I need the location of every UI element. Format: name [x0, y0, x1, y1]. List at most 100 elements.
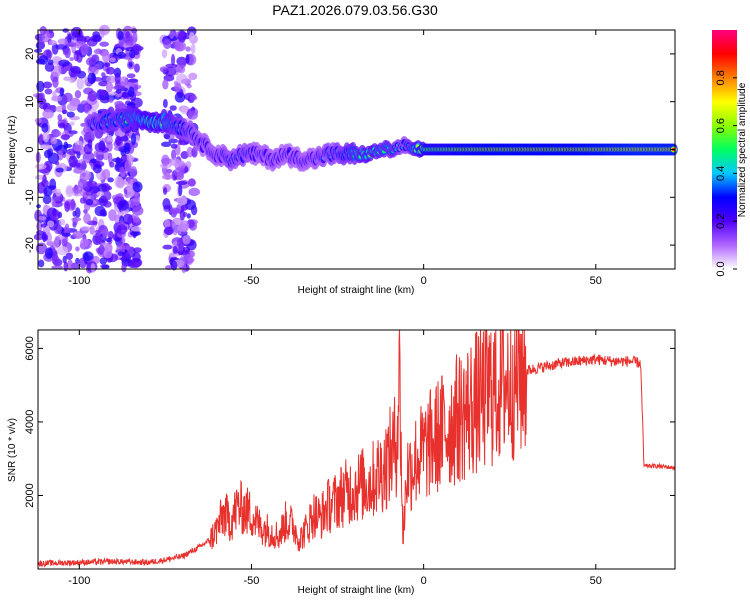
- spectrogram-noise-cell: [94, 205, 106, 217]
- spectrogram-noise-cell: [134, 63, 140, 73]
- spectrogram-noise-cell: [132, 43, 142, 52]
- spectrogram-noise-cell: [130, 226, 142, 232]
- spectrogram-noise-cell: [75, 246, 80, 252]
- spectrogram-noise-cell: [94, 142, 106, 153]
- spectrogram-noise-cell: [129, 166, 138, 178]
- spectrogram-noise-cell: [83, 213, 91, 224]
- spectrogram-noise-cell: [49, 39, 57, 46]
- spectrogram-noise-cell: [162, 79, 169, 90]
- spectrogram-noise-cell: [117, 200, 129, 211]
- spectrogram-noise-cell: [68, 78, 76, 84]
- spectrogram-noise-cell: [126, 186, 135, 198]
- spectrogram-noise-cell: [105, 238, 112, 243]
- spectrogram-noise-cell: [114, 72, 121, 84]
- spectrogram-noise-cell: [57, 122, 66, 129]
- spectrogram-noise-cell: [80, 238, 89, 248]
- spectrogram-noise-cell: [44, 62, 55, 72]
- spectrogram-noise-cell: [57, 211, 63, 219]
- spectrogram-noise-cell: [36, 204, 41, 209]
- chart-title: PAZ1.2026.079.03.56.G30: [272, 2, 438, 18]
- spectrogram-noise-cell: [108, 97, 114, 103]
- spectrogram-noise-cell: [97, 89, 108, 96]
- spectrogram-noise-cell: [133, 84, 139, 92]
- spectrogram-noise-cell: [57, 114, 63, 122]
- spectrogram-noise-cell: [84, 104, 91, 112]
- spectrogram-noise-cell: [80, 122, 87, 127]
- spectrogram-noise-cell: [132, 252, 141, 263]
- spectrogram-noise-cell: [66, 42, 77, 48]
- spectrogram-noise-cell: [186, 26, 197, 37]
- spectrogram-x-tick-label: -50: [244, 275, 260, 287]
- spectrogram-noise-cell: [68, 155, 78, 168]
- spectrogram-noise-cell: [162, 198, 171, 210]
- spectrogram-noise-cell: [125, 245, 131, 251]
- spectrogram-x-axis-label: Height of straight line (km): [298, 285, 415, 296]
- spectrogram-noise-cell: [52, 240, 60, 249]
- colorbar-ticks: 0.0 0.2 0.4 0.6 0.8: [715, 70, 737, 277]
- spectrogram-noise-cell: [117, 30, 124, 41]
- spectrogram-noise-cell: [90, 158, 97, 164]
- spectrogram-noise-cell: [185, 46, 191, 52]
- spectrogram-y-tick-label: -10: [24, 189, 36, 205]
- spectrogram-noise-cell: [102, 168, 111, 180]
- spectrogram-noise-cell: [71, 46, 77, 52]
- spectrogram-noise-cell: [188, 32, 195, 42]
- spectrogram-noise-cell: [190, 43, 196, 55]
- spectrogram-y-tick-label: 20: [24, 48, 36, 60]
- colorbar-label: Normalized spectral amplitude: [737, 82, 748, 217]
- snr-y-tick-label: 6000: [24, 336, 36, 360]
- snr-series-line: [37, 329, 675, 569]
- spectrogram-noise-cell: [169, 105, 177, 111]
- spectrogram-noise-cell: [106, 66, 116, 75]
- spectrogram-marks: [32, 24, 678, 274]
- spectrogram-noise-cell: [178, 243, 184, 253]
- snr-y-ticks: 2000 4000 6000: [24, 336, 675, 508]
- spectrogram-noise-cell: [169, 29, 175, 40]
- spectrogram-noise-cell: [180, 204, 189, 211]
- spectrogram-noise-cell: [52, 76, 59, 88]
- spectrogram-noise-cell: [109, 161, 115, 168]
- spectrogram-noise-cell: [33, 233, 44, 241]
- spectrogram-noise-cell: [85, 198, 94, 206]
- spectrogram-noise-cell: [63, 65, 71, 72]
- spectrogram-noise-cell: [65, 252, 74, 260]
- spectrogram-noise-cell: [170, 260, 178, 271]
- spectrogram-noise-cell: [117, 251, 125, 257]
- spectrogram-noise-cell: [69, 57, 75, 62]
- spectrogram-noise-cell: [70, 198, 76, 211]
- spectrogram-noise-cell: [42, 194, 52, 205]
- spectrogram-noise-cell: [43, 149, 52, 159]
- spectrogram-noise-cell: [161, 49, 168, 59]
- spectrogram-noise-cell: [109, 57, 116, 63]
- spectrogram-noise-cell: [55, 167, 64, 173]
- spectrogram-noise-cell: [185, 53, 190, 64]
- spectrogram-noise-cell: [51, 265, 64, 270]
- spectrogram-noise-cell: [120, 76, 128, 87]
- spectrogram-noise-cell: [90, 263, 96, 273]
- spectrogram-noise-cell: [168, 158, 181, 166]
- spectrogram-noise-cell: [180, 78, 192, 84]
- spectrogram-noise-cell: [55, 188, 62, 197]
- spectrogram-noise-cell: [187, 178, 196, 187]
- spectrogram-noise-cell: [127, 86, 135, 98]
- spectrogram-noise-cell: [164, 219, 171, 229]
- spectrogram-noise-cell: [170, 207, 180, 215]
- spectrogram-y-tick-label: -20: [24, 237, 36, 253]
- colorbar-gradient: [712, 30, 737, 269]
- spectrogram-noise-cell: [67, 33, 72, 44]
- spectrogram-noise-cell: [121, 237, 126, 243]
- spectrogram-noise-cell: [107, 230, 114, 240]
- spectrogram-noise-cell: [72, 145, 81, 150]
- spectrogram-noise-cell: [161, 174, 173, 180]
- spectrogram-noise-cell: [36, 80, 45, 92]
- colorbar-tick-label: 0.8: [715, 70, 727, 85]
- spectrogram-noise-cell: [40, 223, 47, 228]
- spectrogram-noise-cell: [189, 95, 198, 101]
- spectrogram-noise-cell: [116, 177, 125, 189]
- spectrogram-noise-cell: [126, 73, 136, 79]
- spectrogram-noise-cell: [176, 196, 188, 206]
- spectrogram-noise-cell: [51, 199, 56, 208]
- spectrogram-noise-cell: [74, 207, 81, 218]
- spectrogram-noise-cell: [83, 76, 88, 85]
